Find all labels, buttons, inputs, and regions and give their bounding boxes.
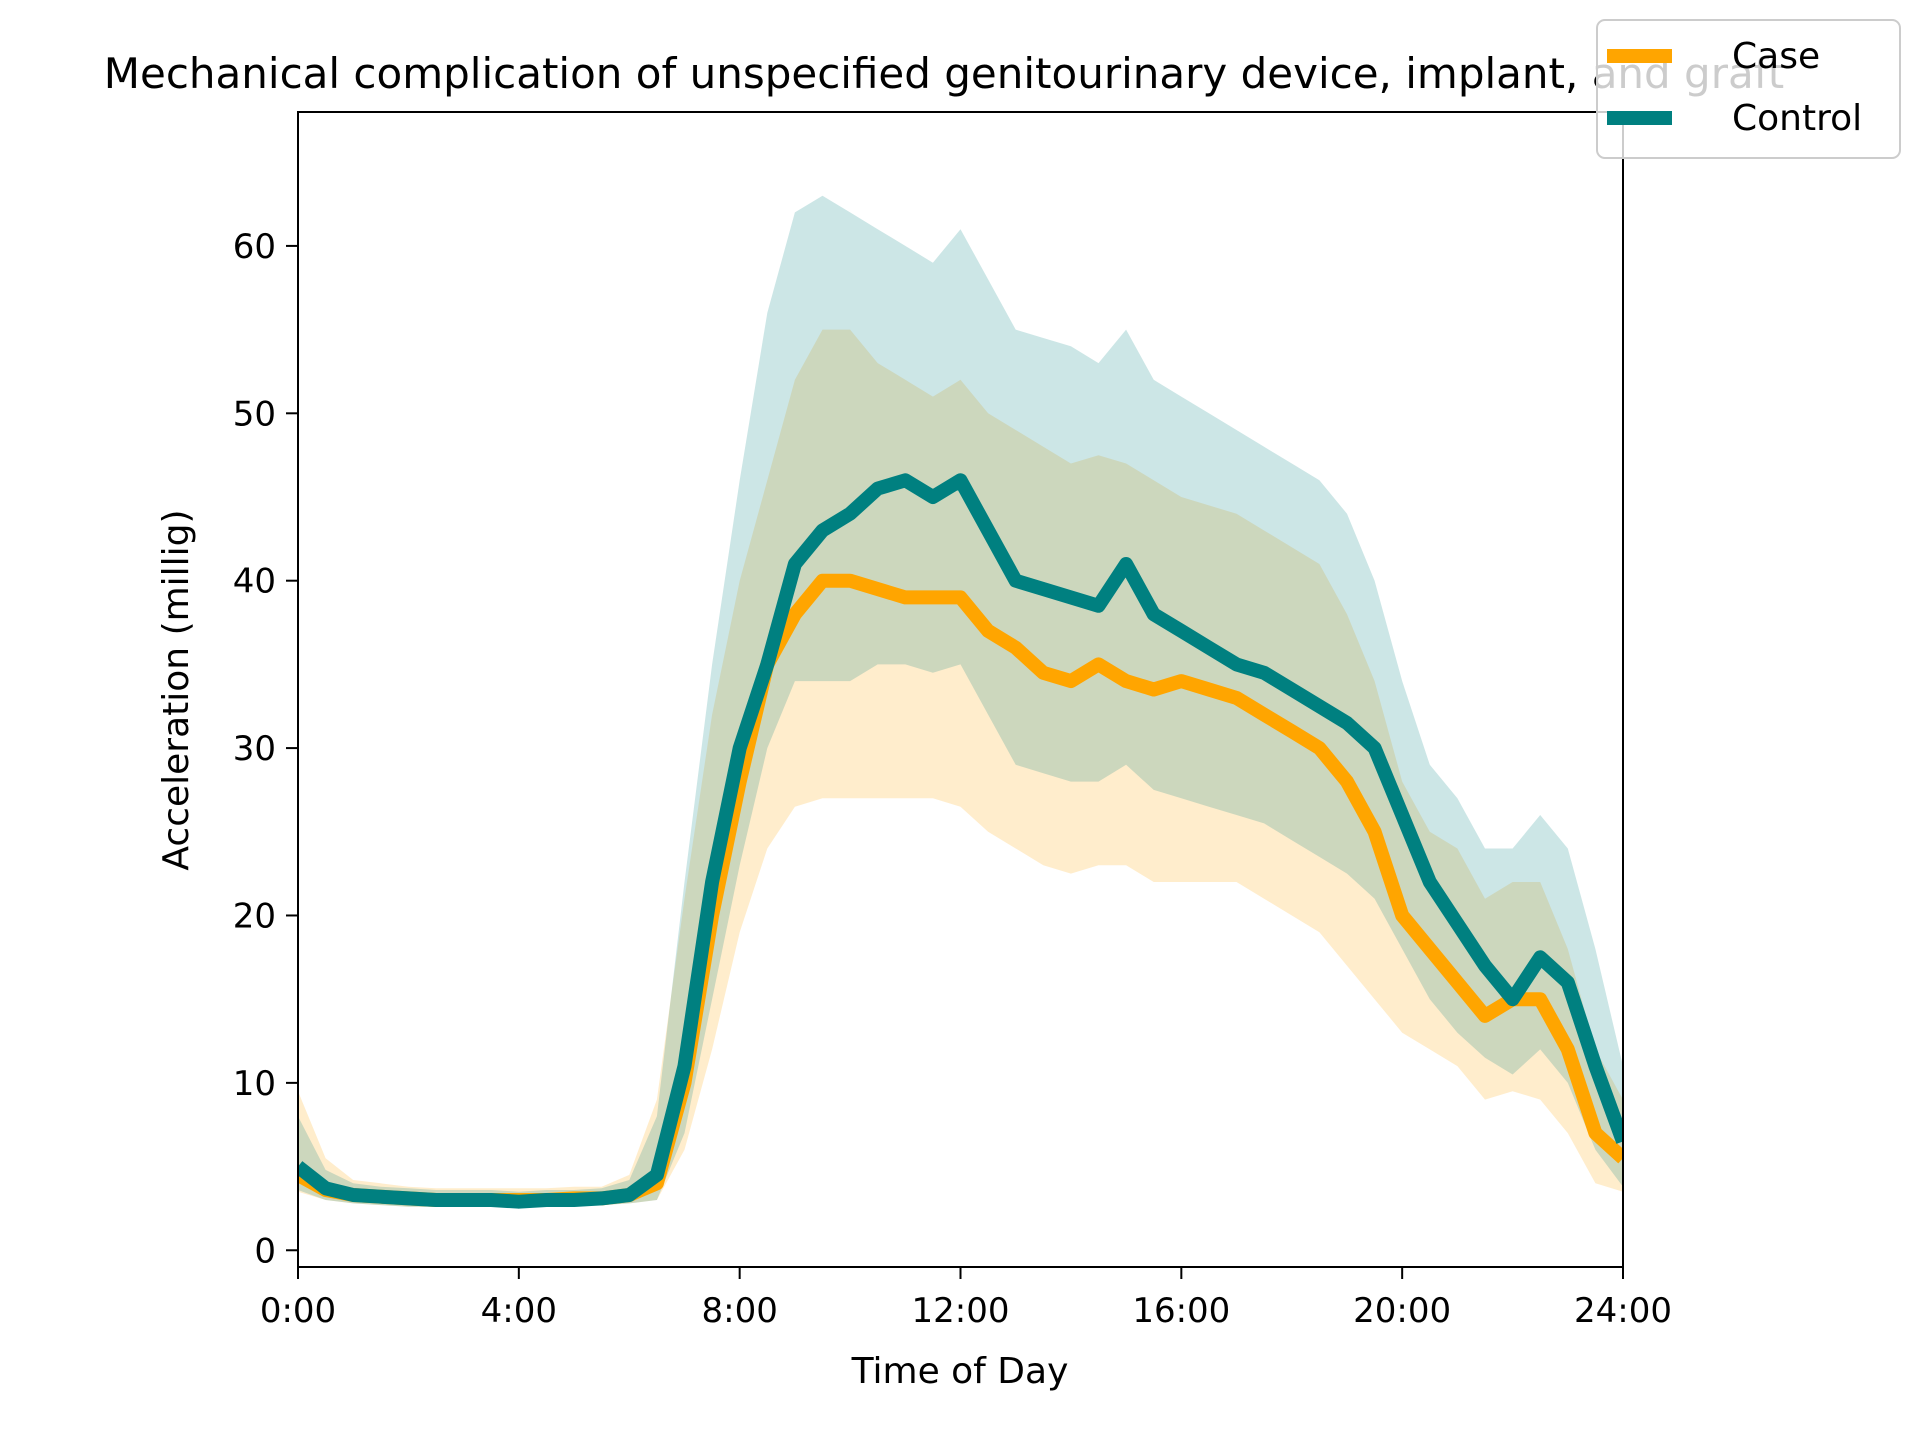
legend-label-control: Control <box>1732 98 1862 139</box>
band-case <box>298 329 1623 1207</box>
y-tick-label: 30 <box>233 729 276 769</box>
x-tick-label: 8:00 <box>701 1291 777 1331</box>
band-control <box>298 195 1623 1207</box>
x-tick-label: 0:00 <box>260 1291 336 1331</box>
y-axis: 0 10 20 30 40 50 60 <box>233 227 298 1271</box>
x-tick-label: 4:00 <box>481 1291 557 1331</box>
y-axis-label: Acceleration (millig) <box>156 509 197 870</box>
y-tick-label: 10 <box>233 1064 276 1104</box>
x-axis: 0:00 4:00 8:00 12:00 16:00 20:00 24:00 <box>260 1267 1672 1331</box>
y-tick-label: 20 <box>233 896 276 936</box>
series-lines <box>298 473 1623 1209</box>
legend-label-case: Case <box>1732 36 1820 77</box>
x-axis-label: Time of Day <box>851 1351 1069 1392</box>
chart-title: Mechanical complication of unspecified g… <box>104 49 1785 98</box>
x-tick-label: 12:00 <box>912 1291 1010 1331</box>
x-tick-label: 16:00 <box>1132 1291 1230 1331</box>
y-tick-label: 50 <box>233 394 276 434</box>
y-tick-label: 0 <box>254 1231 276 1271</box>
confidence-bands <box>298 195 1623 1207</box>
y-tick-label: 40 <box>233 562 276 602</box>
legend: Case Control <box>1596 19 1901 159</box>
x-tick-label: 24:00 <box>1574 1291 1672 1331</box>
line-control <box>298 473 1623 1209</box>
legend-box <box>1596 19 1901 159</box>
y-tick-label: 60 <box>233 227 276 267</box>
x-tick-label: 20:00 <box>1353 1291 1451 1331</box>
